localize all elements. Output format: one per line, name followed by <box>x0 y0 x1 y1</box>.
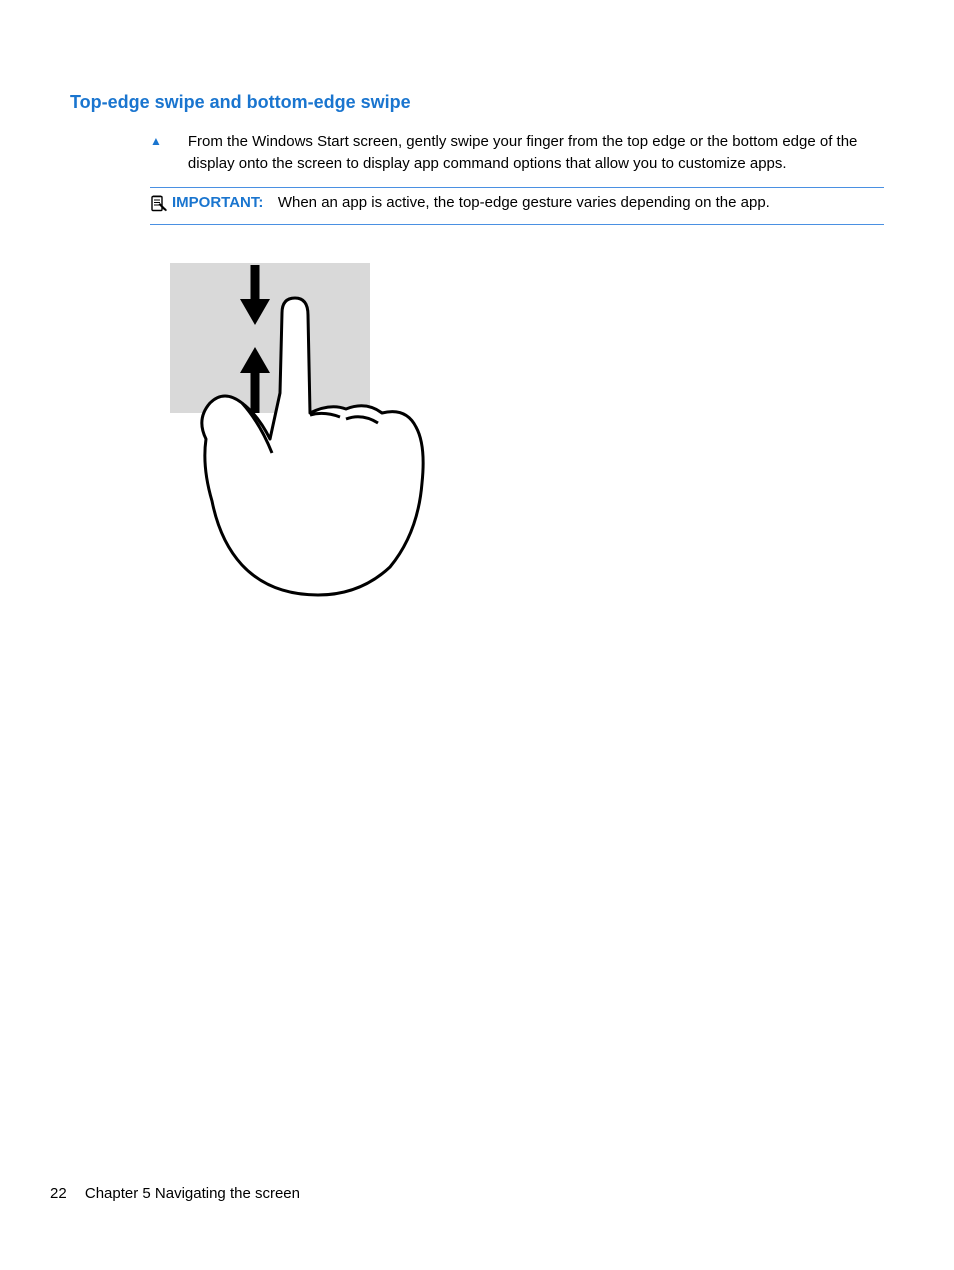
note-icon <box>150 195 168 218</box>
instruction-text: From the Windows Start screen, gently sw… <box>188 131 884 175</box>
instruction-row: ▲ From the Windows Start screen, gently … <box>150 131 884 175</box>
body-block: ▲ From the Windows Start screen, gently … <box>150 131 884 608</box>
important-callout: IMPORTANT: When an app is active, the to… <box>150 187 884 225</box>
important-text: When an app is active, the top-edge gest… <box>278 194 770 211</box>
page-footer: 22 Chapter 5 Navigating the screen <box>50 1185 300 1202</box>
page-number: 22 <box>50 1185 67 1202</box>
document-page: Top-edge swipe and bottom-edge swipe ▲ F… <box>0 0 954 1270</box>
section-heading: Top-edge swipe and bottom-edge swipe <box>70 92 884 113</box>
gesture-figure <box>150 243 884 608</box>
triangle-bullet-icon: ▲ <box>150 134 162 148</box>
chapter-label: Chapter 5 Navigating the screen <box>85 1185 300 1202</box>
important-label: IMPORTANT: <box>172 194 263 211</box>
